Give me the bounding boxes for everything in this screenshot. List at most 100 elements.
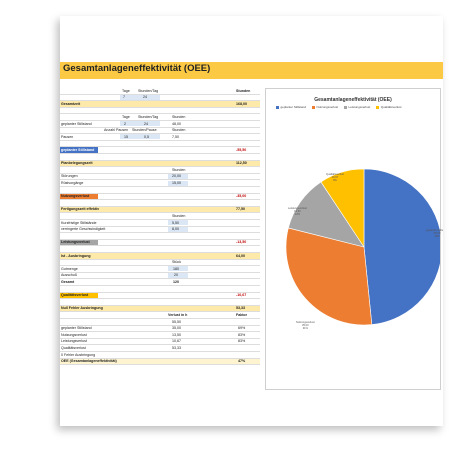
cell-text: geplanter Stillstand <box>61 147 95 152</box>
table-row: Null Fehler Ausbringung 53,33 <box>60 305 260 313</box>
input-cell[interactable] <box>138 121 160 127</box>
cell-text: 47% <box>238 359 246 364</box>
input-cell[interactable] <box>168 266 188 272</box>
cell-text: Ausschuß <box>61 273 77 278</box>
table-row <box>60 154 260 161</box>
cell-text: 7,50 <box>172 134 179 139</box>
table-row: 0 Fehler Ausbringung <box>60 352 260 359</box>
cell-text: 180 <box>173 266 179 271</box>
cell-text: Null Fehler Ausbringung <box>61 306 103 311</box>
legend-swatch <box>376 105 380 109</box>
pie-data-label-line: 55,50 <box>433 232 441 236</box>
category-swatch <box>60 292 98 299</box>
cell-text: Stunden/Tag <box>138 88 159 93</box>
cell-text: 24 <box>144 121 148 126</box>
chart-legend: geplanter Stillstand Nutzungsverlust Leist… <box>276 105 436 109</box>
pie-svg <box>285 168 440 326</box>
cell-text: Stunden <box>172 167 186 172</box>
table-row: geplanter Stillstand 35,00 69% <box>60 326 260 333</box>
cell-text: Pausen <box>61 134 74 139</box>
cell-text: 15 <box>124 134 128 139</box>
cell-text: 55,50 <box>172 319 181 324</box>
pie-slice <box>363 168 440 325</box>
input-cell[interactable] <box>138 94 160 100</box>
cell-text: 69% <box>238 326 246 331</box>
cell-text: Anzahl Pausen <box>104 128 129 133</box>
legend-entry: Nutzungsverlust <box>312 105 338 109</box>
input-cell[interactable] <box>168 180 188 186</box>
cell-text: Planbelegungszeit <box>61 161 93 166</box>
pie-data-label-line: 10,67 <box>331 176 339 180</box>
cell-text: Tage <box>122 114 130 119</box>
legend-entry: Qualitätsverlust <box>376 105 401 109</box>
pie-data-label: Leistungsverlust 13,50 12% <box>288 207 307 217</box>
table-row: Nutzungsverlust -35,00 <box>60 193 260 201</box>
cell-text: -35,00 <box>236 194 247 199</box>
pie-data-label-line: Qualitätsverlust <box>326 173 344 176</box>
input-cell[interactable] <box>120 94 138 100</box>
cell-text: 20 <box>174 273 178 278</box>
cell-text: 83% <box>238 339 246 344</box>
pie-data-label-line: Leistungsverlust <box>288 207 307 210</box>
pie-data-label-line: 49% <box>434 235 440 239</box>
legend-label: geplanter Stillstand <box>280 105 307 109</box>
pie-data-label: Qualitätsverlust 10,67 9% <box>326 173 344 183</box>
category-swatch <box>60 193 98 200</box>
table-row: Leistungsverlust -13,50 <box>60 239 260 247</box>
input-cell[interactable] <box>168 173 188 179</box>
input-cell[interactable] <box>120 121 138 127</box>
legend-swatch <box>312 105 316 109</box>
cell-text: 0,5 <box>144 134 149 139</box>
table-row: Anzahl Pausen Stunden/Pause Stunden <box>60 128 260 135</box>
cell-text: Leistungsverlust <box>61 339 87 344</box>
cell-text: 77,50 <box>236 207 245 212</box>
cell-text: 2 <box>124 121 126 126</box>
category-swatch <box>60 147 98 153</box>
cell-text: 53,33 <box>172 345 181 350</box>
cell-text: Gesamt <box>61 279 75 284</box>
cell-text: Nutzungsverlust <box>61 332 87 337</box>
pie-slice <box>285 227 373 326</box>
table-row <box>60 286 260 293</box>
cell-text: Leistungsverlust <box>61 240 90 245</box>
table-row: Gesamtzeit 168,00 <box>60 101 260 108</box>
table-row: Kurzfristige Stillstände 5,50 <box>60 220 260 227</box>
page-title: Gesamtanlageneffektivität (OEE) <box>63 63 211 74</box>
cell-text: 13,50 <box>172 332 181 337</box>
table-row: Rüstvorgänge 15,00 <box>60 180 260 187</box>
cell-text: Nutzungsverlust <box>61 194 90 199</box>
table-row <box>60 141 260 148</box>
cell-text: verringerte Geschwindigkeit <box>61 227 106 232</box>
table-row: Tage Stunden/Tag Stunden <box>60 114 260 121</box>
cell-text: 24 <box>143 95 147 100</box>
cell-text: Fertigungszeit effektiv <box>61 207 100 212</box>
input-cell[interactable] <box>138 134 160 140</box>
legend-label: Nutzungsverlust <box>316 105 339 109</box>
title-bar <box>60 62 443 79</box>
input-cell[interactable] <box>168 272 188 278</box>
table-row: geplanter Stillstand -55,50 <box>60 147 260 154</box>
cell-text: 64,00 <box>236 253 245 258</box>
input-cell[interactable] <box>168 226 188 232</box>
table-row: OEE (Gesamtanlageneffektivität) 47% <box>60 358 260 366</box>
table-row <box>60 187 260 194</box>
input-cell[interactable] <box>120 134 138 140</box>
legend-entry: geplanter Stillstand <box>276 105 306 109</box>
cell-text: 83% <box>238 332 246 337</box>
table-row: Stunden <box>60 167 260 174</box>
input-cell[interactable] <box>168 220 188 226</box>
cell-text: 20,00 <box>172 174 181 179</box>
table-row: 7 24 <box>60 94 260 102</box>
table-row: Störungen 20,00 <box>60 173 260 181</box>
table-row: geplanter Stillstand 2 24 48,00 <box>60 121 260 128</box>
cell-text: Stunden <box>172 114 186 119</box>
pie-data-label-line: 31% <box>302 327 308 331</box>
pie-data-label-line: 13,50 <box>294 210 301 214</box>
pie-data-label-line: Nutzungsverlust <box>296 321 315 324</box>
cell-text: Stunden/Pause <box>132 128 157 133</box>
table-row: Ausschuß 20 <box>60 272 260 280</box>
cell-text: Störungen <box>61 174 78 179</box>
cell-text: 0 Fehler Ausbringung <box>61 352 96 357</box>
cell-text: 10,67 <box>172 339 181 344</box>
